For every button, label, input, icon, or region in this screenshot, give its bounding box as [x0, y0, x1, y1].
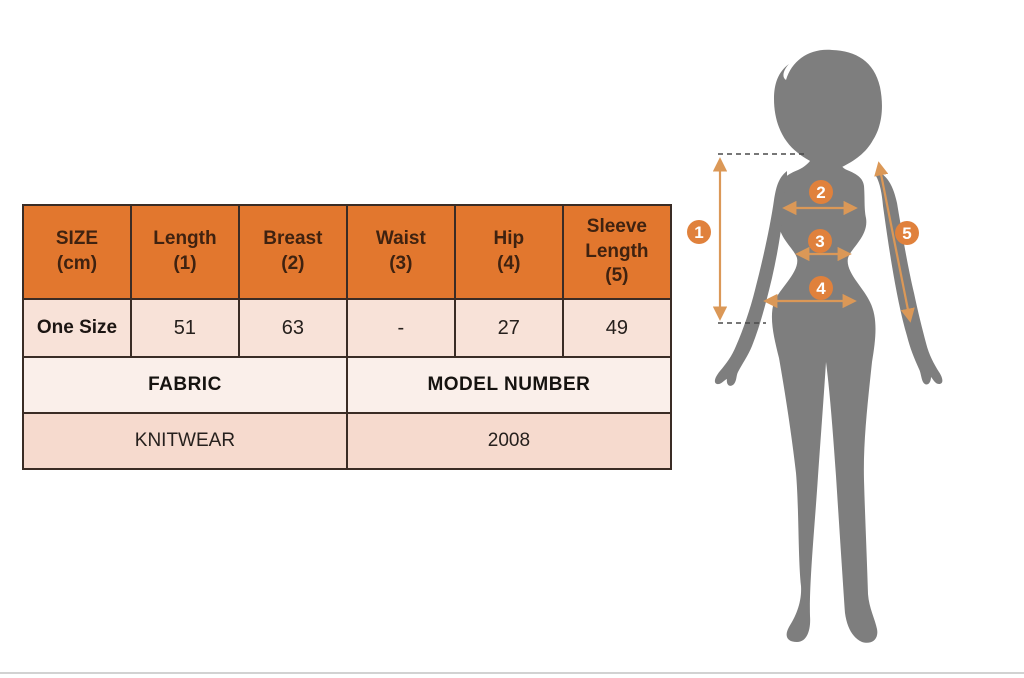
value-length: 51: [129, 298, 240, 358]
model-number-header: MODEL NUMBER: [345, 356, 673, 414]
female-silhouette: [714, 49, 943, 643]
header-waist: Waist (3): [345, 204, 456, 300]
dashed-guides: [718, 153, 804, 324]
info-value-row: KNITWEAR 2008: [22, 412, 673, 470]
header-breast: Breast (2): [237, 204, 348, 300]
measurement-figure: 1 2 3 4 5: [680, 28, 980, 673]
info-header-row: FABRIC MODEL NUMBER: [22, 356, 673, 414]
bottom-divider: [0, 672, 1024, 674]
badge-number-1: 1: [694, 223, 703, 242]
badge-circle-2: [809, 180, 833, 204]
header-sleeve-length: Sleeve Length (5): [561, 204, 673, 300]
fabric-header: FABRIC: [22, 356, 348, 414]
female-silhouette-diagram: 1 2 3 4 5: [687, 49, 943, 643]
size-table: SIZE (cm) Length (1) Breast (2) Waist (3…: [22, 204, 673, 470]
silhouette-left-arm: [714, 171, 787, 386]
size-value-row: One Size 51 63 - 27 49: [22, 298, 673, 358]
badge-number-3: 3: [815, 232, 824, 251]
value-waist: -: [345, 298, 456, 358]
header-length: Length (1): [129, 204, 240, 300]
badge-circle-5: [895, 221, 919, 245]
badge-number-5: 5: [902, 224, 911, 243]
badge-circle-3: [808, 229, 832, 253]
measurement-arrows: [712, 157, 915, 323]
size-table-header-row: SIZE (cm) Length (1) Breast (2) Waist (3…: [22, 204, 673, 300]
silhouette-head: [774, 49, 882, 167]
measurement-badges: 1 2 3 4 5: [687, 180, 919, 300]
value-hip: 27: [453, 298, 564, 358]
header-size-cm: SIZE (cm): [22, 204, 132, 300]
value-breast: 63: [237, 298, 348, 358]
badge-circle-1: [687, 220, 711, 244]
badge-circle-4: [809, 276, 833, 300]
model-number-value: 2008: [345, 412, 673, 470]
size-label-one-size: One Size: [22, 298, 132, 358]
fabric-value: KNITWEAR: [22, 412, 348, 470]
badge-number-4: 4: [816, 279, 826, 298]
header-hip: Hip (4): [453, 204, 564, 300]
badge-number-2: 2: [816, 183, 825, 202]
sleeve-arrow: [874, 161, 915, 323]
value-sleeve-length: 49: [561, 298, 673, 358]
